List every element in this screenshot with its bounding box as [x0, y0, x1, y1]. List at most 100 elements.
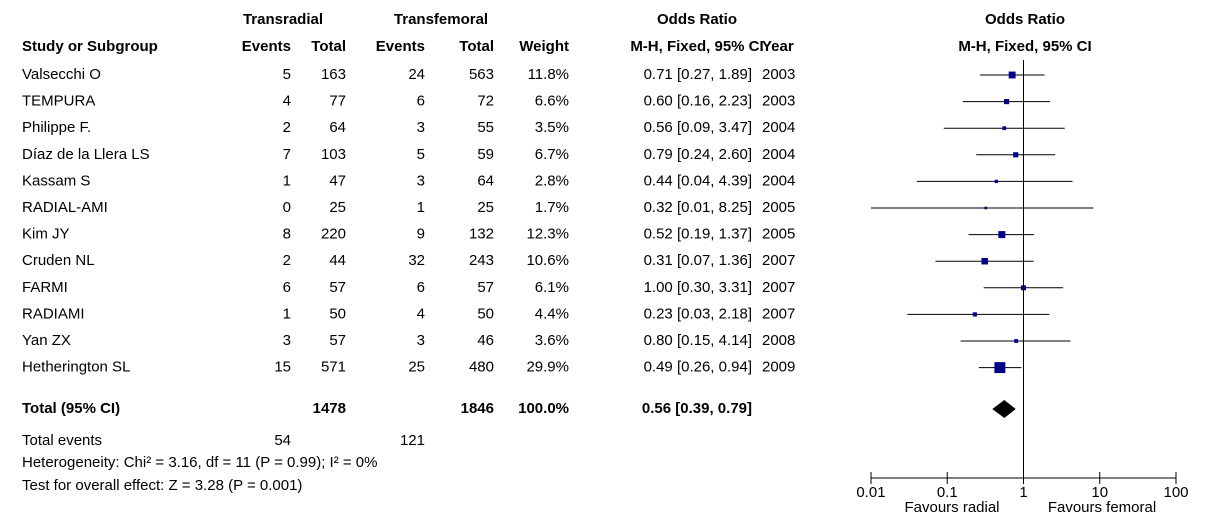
total-cell: 1478	[313, 400, 346, 417]
cell: 72	[477, 93, 494, 110]
cell: 220	[321, 226, 346, 243]
cell: Cruden NL	[22, 252, 95, 269]
cell: 3	[417, 119, 425, 136]
cell: 8	[283, 226, 291, 243]
weight-label: 1.7%	[535, 199, 569, 216]
x-axis-label: Favours femoral	[1048, 499, 1156, 516]
cell: 3	[417, 332, 425, 349]
weight-label: 6.1%	[535, 279, 569, 296]
cell: 24	[408, 66, 425, 83]
ci-label: 0.71 [0.27, 1.89]	[644, 66, 752, 83]
cell: 57	[329, 279, 346, 296]
x-tick-label: 10	[1091, 484, 1108, 501]
cell: 3	[283, 332, 291, 349]
cell: 1	[283, 305, 291, 322]
weight-label: 3.5%	[535, 119, 569, 136]
ci-label: 1.00 [0.30, 3.31]	[644, 279, 752, 296]
column-header: M-H, Fixed, 95% CI	[630, 38, 763, 55]
cell: 0	[283, 199, 291, 216]
cell: 163	[321, 66, 346, 83]
ci-label: 0.79 [0.24, 2.60]	[644, 146, 752, 163]
cell: 2	[283, 119, 291, 136]
cell: 2005	[762, 226, 795, 243]
effect-square	[994, 179, 998, 184]
group-header: Transradial	[243, 11, 323, 28]
footnote: Heterogeneity: Chi² = 3.16, df = 11 (P =…	[22, 454, 377, 471]
weight-label: 3.6%	[535, 332, 569, 349]
ci-label: 0.80 [0.15, 4.14]	[644, 332, 752, 349]
cell: 6	[417, 279, 425, 296]
cell: 4	[283, 93, 291, 110]
cell: 2007	[762, 279, 795, 296]
cell: 44	[329, 252, 346, 269]
ci-label: 0.60 [0.16, 2.23]	[644, 93, 752, 110]
cell: 2007	[762, 305, 795, 322]
cell: 1	[417, 199, 425, 216]
ci-label: 0.31 [0.07, 1.36]	[644, 252, 752, 269]
effect-square	[994, 362, 1006, 374]
effect-square	[1004, 99, 1010, 105]
cell: 243	[469, 252, 494, 269]
x-tick-label: 0.1	[937, 484, 958, 501]
group-header: Transfemoral	[394, 11, 488, 28]
ci-label: 0.49 [0.26, 0.94]	[644, 359, 752, 376]
weight-label: 6.6%	[535, 93, 569, 110]
x-axis-label: Favours radial	[904, 499, 999, 516]
cell: 47	[329, 172, 346, 189]
cell: Philippe F.	[22, 119, 91, 136]
cell: 46	[477, 332, 494, 349]
cell: 2005	[762, 199, 795, 216]
cell: 57	[329, 332, 346, 349]
cell: Kim JY	[22, 226, 70, 243]
column-header: Study or Subgroup	[22, 38, 158, 55]
cell: RADIAL-AMI	[22, 199, 108, 216]
cell: 64	[329, 119, 346, 136]
total-diamond	[992, 400, 1016, 418]
cell: 132	[469, 226, 494, 243]
total-weight: 100.0%	[518, 400, 569, 417]
effect-square	[981, 257, 988, 265]
cell: 2003	[762, 66, 795, 83]
cell: 2	[283, 252, 291, 269]
total-label: Total (95% CI)	[22, 400, 120, 417]
cell: 50	[329, 305, 346, 322]
cell: 2004	[762, 172, 795, 189]
total-cell: 1846	[461, 400, 494, 417]
cell: 25	[477, 199, 494, 216]
cell: 2008	[762, 332, 795, 349]
column-header: Events	[242, 38, 291, 55]
column-header: Total	[459, 38, 494, 55]
cell: 2004	[762, 119, 795, 136]
column-header: Year	[762, 38, 794, 55]
effect-square	[1014, 339, 1019, 343]
effect-square	[972, 312, 977, 317]
cell: 2003	[762, 93, 795, 110]
cell: 64	[477, 172, 494, 189]
cell: 563	[469, 66, 494, 83]
cell: 57	[477, 279, 494, 296]
cell: 15	[274, 359, 291, 376]
events-cell: 54	[274, 432, 291, 449]
cell: 2009	[762, 359, 795, 376]
cell: 6	[417, 93, 425, 110]
events-cell: 121	[400, 432, 425, 449]
total-ci: 0.56 [0.39, 0.79]	[642, 400, 752, 417]
events-label: Total events	[22, 432, 102, 449]
cell: 32	[408, 252, 425, 269]
x-tick-label: 1	[1019, 484, 1027, 501]
cell: FARMI	[22, 279, 68, 296]
group-header: Odds Ratio	[985, 11, 1065, 28]
effect-square	[998, 231, 1006, 239]
cell: 9	[417, 226, 425, 243]
cell: 2004	[762, 146, 795, 163]
ci-label: 0.44 [0.04, 4.39]	[644, 172, 752, 189]
cell: Valsecchi O	[22, 66, 101, 83]
column-header: M-H, Fixed, 95% CI	[958, 38, 1091, 55]
cell: 3	[417, 172, 425, 189]
effect-square	[984, 206, 988, 210]
cell: 25	[329, 199, 346, 216]
column-header: Weight	[519, 38, 569, 55]
cell: 55	[477, 119, 494, 136]
cell: 4	[417, 305, 425, 322]
